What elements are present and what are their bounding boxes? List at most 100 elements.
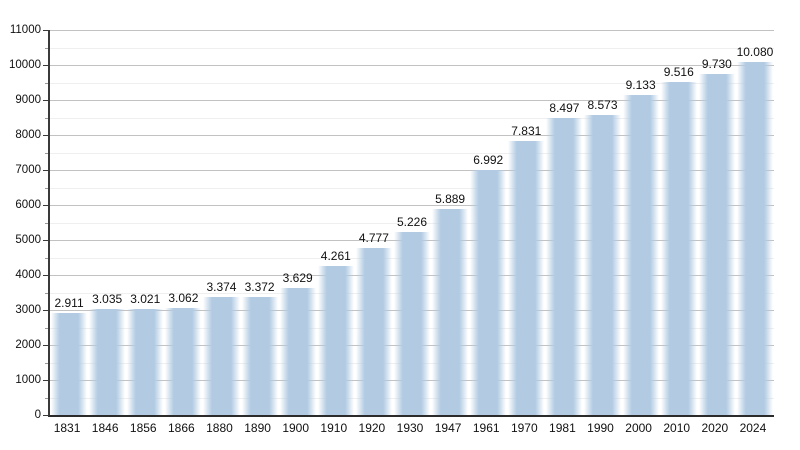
gridline-major [50,135,774,136]
x-axis-tick-label: 1920 [358,421,386,435]
bar-value-label: 2.911 [54,296,84,311]
bar-2000 [622,95,659,415]
y-tick-major [43,100,48,101]
bar-1910 [317,265,354,415]
bar-value-label: 9.516 [663,64,694,79]
y-tick-major [43,310,48,311]
x-axis-tick-label: 1910 [320,421,348,435]
y-axis-tick-label: 7000 [15,164,41,176]
y-tick-minor [45,327,48,329]
bar-value-label: 3.062 [168,290,199,305]
bar-value-label: 3.021 [130,292,161,307]
y-tick-minor [45,222,48,224]
x-axis-tick-label: 2024 [739,421,767,435]
y-tick-major [43,30,48,31]
y-tick-major [43,415,48,416]
bar-value-label: 8.497 [549,100,580,115]
bar-value-label: 4.261 [320,248,351,263]
bar-1846 [89,308,126,415]
y-tick-major [43,205,48,206]
x-axis-tick-label: 1900 [282,421,310,435]
gridline-major [50,65,774,66]
bar-1900 [279,288,316,415]
x-axis-tick-label: 1866 [168,421,195,435]
y-axis-tick-label: 1000 [15,374,41,386]
bar-value-label: 10.080 [736,45,774,60]
x-axis-tick-label: 1970 [510,421,538,435]
y-tick-minor [45,257,48,259]
y-tick-minor [45,397,48,399]
bar-value-label: 5.889 [435,191,466,206]
y-axis-tick-label: 9000 [15,94,41,106]
x-axis-tick-label: 1880 [206,421,233,435]
bar-1990 [584,114,621,415]
bar-1890 [241,296,278,415]
y-tick-minor [45,362,48,364]
y-axis-tick-label: 10000 [9,59,41,71]
gridline-minor [50,187,774,189]
y-tick-minor [45,292,48,294]
bar-1880 [203,296,240,415]
y-tick-major [43,170,48,171]
y-tick-minor [45,187,48,189]
y-axis-tick-label: 4000 [15,269,41,281]
plot-area: 2.911 3.035 3.021 3.062 3.374 3.372 3.629 4.261… [48,30,774,417]
bar-1970 [508,140,545,415]
bar-2010 [660,81,697,415]
y-axis-tick-label: 8000 [15,129,41,141]
bar-value-label: 9.730 [701,57,732,72]
bar-1930 [393,232,431,415]
bar-value-label: 3.372 [244,279,275,294]
y-tick-major [43,275,48,276]
x-axis-tick-label: 1961 [472,421,500,435]
bar-2020 [698,74,735,415]
y-axis-tick-label: 2000 [15,339,41,351]
gridline-minor [50,152,774,154]
x-axis-tick-label: 1831 [53,421,81,435]
gridline-minor [50,117,774,119]
bar-1981 [546,117,583,415]
bar-value-label: 9.133 [625,78,656,93]
y-tick-major [43,65,48,66]
gridline-minor [50,82,774,84]
bar-1866 [165,307,202,415]
bar-1856 [127,309,164,415]
bar-value-label: 3.629 [282,270,313,285]
y-tick-minor [45,47,48,49]
y-axis-tick-label: 5000 [15,234,41,246]
bar-1920 [355,247,392,415]
gridline-major [50,170,774,171]
y-tick-minor [45,117,48,119]
gridline-minor [50,47,774,49]
y-tick-major [43,345,48,346]
bar-1947 [432,208,469,415]
gridline-minor [50,222,774,224]
bar-value-label: 3.035 [92,291,123,306]
y-tick-minor [45,82,48,84]
y-axis-tick-label: 3000 [15,304,41,316]
bar-value-label: 6.992 [473,153,504,168]
x-axis-tick-label: 1981 [549,421,576,435]
x-axis-tick-label: 1890 [244,421,271,435]
y-tick-major [43,380,48,381]
y-axis-tick-label: 6000 [15,199,41,211]
bar-1831 [51,313,88,415]
bar-value-label: 3.374 [206,279,237,294]
x-axis-tick-label: 1846 [91,421,119,435]
y-tick-major [43,240,48,241]
bar-1961 [470,170,507,415]
bar-value-label: 5.226 [396,215,428,230]
gridline-major [50,100,774,101]
x-axis-tick-label: 2010 [663,421,691,435]
x-axis-tick-label: 2000 [625,421,652,435]
y-tick-major [43,135,48,136]
y-axis-tick-label: 0 [34,409,41,421]
x-axis-tick-label: 1990 [587,421,614,435]
gridline-major [50,205,774,206]
x-axis-tick-label: 1856 [129,421,157,435]
bar-value-label: 4.777 [358,230,389,245]
x-axis-tick-label: 2020 [701,421,729,435]
bar-value-label: 7.831 [511,123,542,138]
gridline-major [50,30,774,31]
